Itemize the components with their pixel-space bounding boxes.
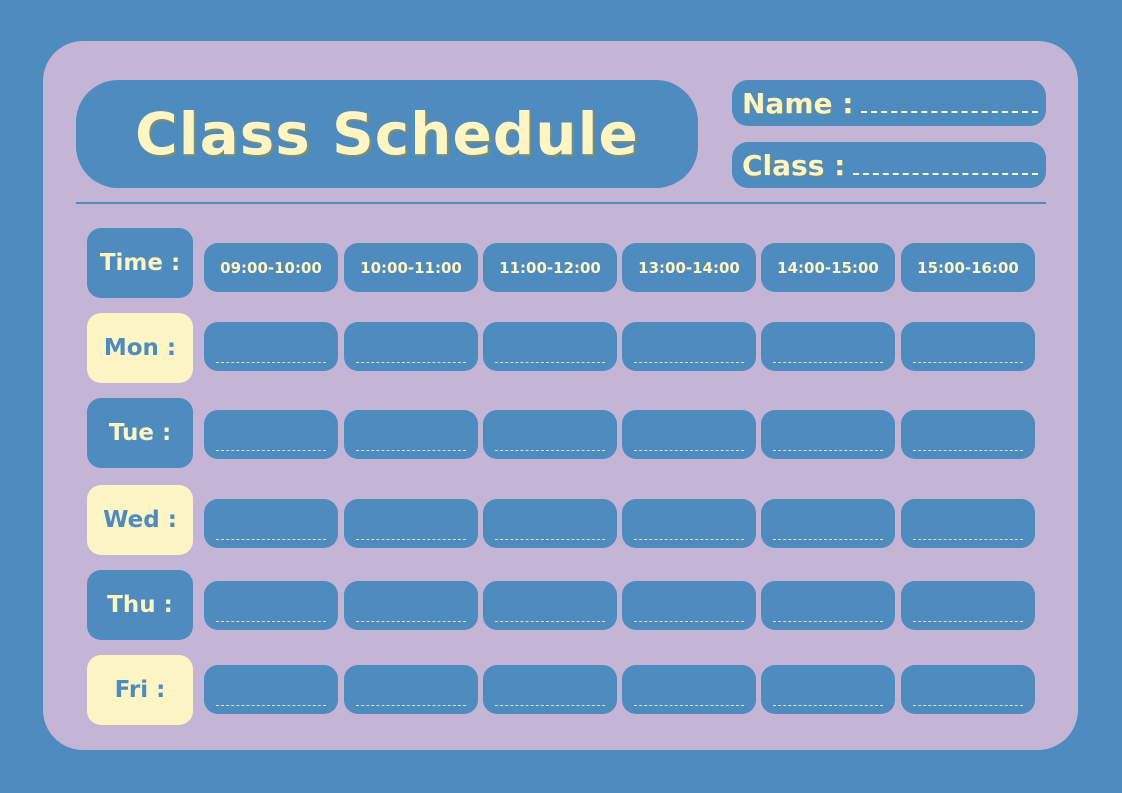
- day-label: Mon :: [87, 313, 193, 383]
- cell-write-line: [634, 362, 744, 363]
- schedule-cell[interactable]: [483, 581, 617, 630]
- cell-write-line: [913, 539, 1023, 540]
- cell-write-line: [913, 362, 1023, 363]
- cell-write-line: [216, 362, 326, 363]
- schedule-cell[interactable]: [204, 410, 338, 459]
- cell-write-line: [216, 539, 326, 540]
- schedule-cell[interactable]: [901, 499, 1035, 548]
- schedule-cell[interactable]: [483, 322, 617, 371]
- cell-write-line: [773, 362, 883, 363]
- class-input-line[interactable]: [853, 173, 1038, 175]
- cell-write-line: [773, 539, 883, 540]
- time-slot-header: 15:00-16:00: [901, 243, 1035, 292]
- day-label: Fri :: [87, 655, 193, 725]
- time-slot-header: 09:00-10:00: [204, 243, 338, 292]
- cell-write-line: [356, 539, 466, 540]
- time-slot-header: 13:00-14:00: [622, 243, 756, 292]
- time-label: Time :: [87, 228, 193, 298]
- schedule-cell[interactable]: [204, 499, 338, 548]
- schedule-cell[interactable]: [204, 665, 338, 714]
- schedule-cell[interactable]: [344, 581, 478, 630]
- schedule-cell[interactable]: [204, 581, 338, 630]
- cell-write-line: [913, 621, 1023, 622]
- schedule-cell[interactable]: [204, 322, 338, 371]
- cell-write-line: [634, 621, 744, 622]
- schedule-cell[interactable]: [901, 581, 1035, 630]
- class-field[interactable]: Class :: [732, 142, 1046, 188]
- schedule-cell[interactable]: [483, 499, 617, 548]
- schedule-cell[interactable]: [622, 410, 756, 459]
- schedule-cell[interactable]: [761, 581, 895, 630]
- cell-write-line: [495, 705, 605, 706]
- schedule-cell[interactable]: [483, 410, 617, 459]
- cell-write-line: [495, 621, 605, 622]
- name-input-line[interactable]: [861, 111, 1038, 113]
- schedule-cell[interactable]: [622, 581, 756, 630]
- cell-write-line: [216, 705, 326, 706]
- class-label: Class :: [742, 148, 846, 182]
- schedule-cell[interactable]: [761, 410, 895, 459]
- day-label: Tue :: [87, 398, 193, 468]
- name-field[interactable]: Name :: [732, 80, 1046, 126]
- schedule-cell[interactable]: [344, 322, 478, 371]
- cell-write-line: [495, 539, 605, 540]
- page-title: Class Schedule: [76, 80, 698, 188]
- schedule-cell[interactable]: [344, 499, 478, 548]
- schedule-cell[interactable]: [344, 665, 478, 714]
- schedule-cell[interactable]: [622, 322, 756, 371]
- schedule-cell[interactable]: [901, 410, 1035, 459]
- time-slot-header: 14:00-15:00: [761, 243, 895, 292]
- schedule-cell[interactable]: [622, 665, 756, 714]
- schedule-cell[interactable]: [622, 499, 756, 548]
- cell-write-line: [913, 705, 1023, 706]
- cell-write-line: [356, 362, 466, 363]
- cell-write-line: [356, 621, 466, 622]
- divider: [76, 202, 1046, 204]
- cell-write-line: [495, 450, 605, 451]
- cell-write-line: [634, 539, 744, 540]
- cell-write-line: [773, 621, 883, 622]
- day-label: Wed :: [87, 485, 193, 555]
- schedule-cell[interactable]: [761, 665, 895, 714]
- cell-write-line: [356, 450, 466, 451]
- cell-write-line: [634, 450, 744, 451]
- name-label: Name :: [742, 86, 854, 120]
- cell-write-line: [634, 705, 744, 706]
- cell-write-line: [913, 450, 1023, 451]
- cell-write-line: [356, 705, 466, 706]
- cell-write-line: [773, 450, 883, 451]
- time-slot-header: 11:00-12:00: [483, 243, 617, 292]
- cell-write-line: [216, 450, 326, 451]
- schedule-cell[interactable]: [344, 410, 478, 459]
- cell-write-line: [216, 621, 326, 622]
- cell-write-line: [495, 362, 605, 363]
- schedule-cell[interactable]: [761, 322, 895, 371]
- schedule-cell[interactable]: [761, 499, 895, 548]
- schedule-cell[interactable]: [901, 665, 1035, 714]
- cell-write-line: [773, 705, 883, 706]
- day-label: Thu :: [87, 570, 193, 640]
- schedule-cell[interactable]: [901, 322, 1035, 371]
- schedule-cell[interactable]: [483, 665, 617, 714]
- time-slot-header: 10:00-11:00: [344, 243, 478, 292]
